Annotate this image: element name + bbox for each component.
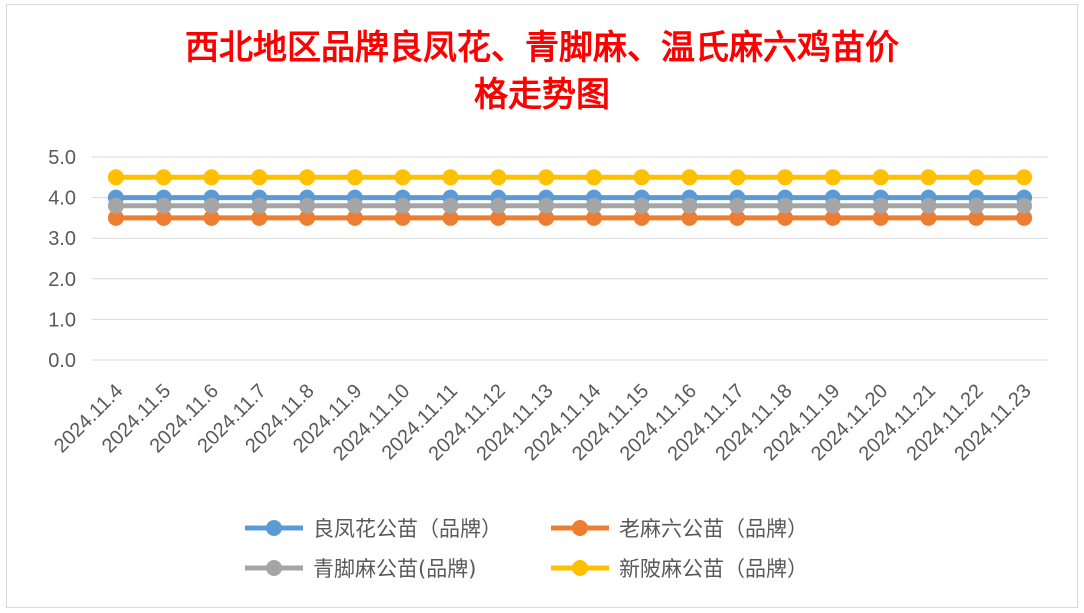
y-tick-label-5: 5.0 <box>48 147 76 169</box>
data-point-s2-3 <box>251 197 268 214</box>
data-point-s2-16 <box>872 197 889 214</box>
data-point-s2-11 <box>633 197 650 214</box>
data-point-s3-19 <box>1016 169 1033 186</box>
data-point-s3-16 <box>872 169 889 186</box>
data-point-s2-2 <box>203 197 220 214</box>
legend-item-2: 青脚麻公苗(品牌) <box>245 557 476 581</box>
data-point-s1-5 <box>346 209 363 226</box>
data-point-s2-12 <box>681 197 698 214</box>
data-point-s2-15 <box>824 197 841 214</box>
data-point-s3-11 <box>633 169 650 186</box>
data-point-s2-14 <box>777 197 794 214</box>
data-point-s2-0 <box>107 197 124 214</box>
data-point-s2-4 <box>299 197 316 214</box>
data-point-s1-2 <box>203 209 220 226</box>
data-point-s3-9 <box>538 169 555 186</box>
data-point-s1-14 <box>777 209 794 226</box>
x-axis-tick-labels: 2024.11.42024.11.52024.11.62024.11.72024… <box>50 380 1036 465</box>
y-tick-label-0: 0.0 <box>48 350 76 372</box>
data-point-s2-7 <box>442 197 459 214</box>
legend-label-1: 老麻六公苗（品牌） <box>619 517 808 541</box>
data-point-s3-3 <box>251 169 268 186</box>
series-2 <box>107 197 1033 214</box>
chart-title-line-2: 格走势图 <box>474 75 610 115</box>
data-point-s3-15 <box>824 169 841 186</box>
legend-swatch-marker-1 <box>572 520 588 536</box>
data-point-s2-17 <box>920 197 937 214</box>
data-point-s1-3 <box>251 209 268 226</box>
data-point-s3-2 <box>203 169 220 186</box>
data-point-s3-14 <box>777 169 794 186</box>
data-point-s3-7 <box>442 169 459 186</box>
y-axis-tick-labels: 0.0 1.0 2.0 3.0 4.0 5.0 <box>48 147 76 372</box>
y-tick-label-4: 4.0 <box>48 188 76 210</box>
data-point-s1-6 <box>394 209 411 226</box>
series-0 <box>107 189 1033 206</box>
data-point-s3-0 <box>107 169 124 186</box>
data-point-s3-8 <box>490 169 507 186</box>
data-point-s2-6 <box>394 197 411 214</box>
chart-area <box>6 4 1078 608</box>
legend-swatch-marker-0 <box>266 520 282 536</box>
series-1 <box>107 209 1033 226</box>
data-point-s3-12 <box>681 169 698 186</box>
data-point-s2-18 <box>968 197 985 214</box>
data-point-s1-12 <box>681 209 698 226</box>
data-point-s1-1 <box>155 209 172 226</box>
data-point-s1-0 <box>107 209 124 226</box>
y-tick-label-2: 2.0 <box>48 269 76 291</box>
data-point-s2-13 <box>729 197 746 214</box>
data-point-s1-9 <box>538 209 555 226</box>
legend-swatch-marker-2 <box>266 560 282 576</box>
gridlines <box>92 156 1048 361</box>
data-point-s1-7 <box>442 209 459 226</box>
data-point-s1-11 <box>633 209 650 226</box>
data-point-s3-1 <box>155 169 172 186</box>
legend-swatch-marker-3 <box>572 560 588 576</box>
data-point-s1-19 <box>1016 209 1033 226</box>
data-point-s2-9 <box>538 197 555 214</box>
chart-title-line-1: 西北地区品牌良凤花、青脚麻、温氏麻六鸡苗价 <box>185 28 899 68</box>
data-point-s1-17 <box>920 209 937 226</box>
data-point-s3-17 <box>920 169 937 186</box>
data-point-s1-13 <box>729 209 746 226</box>
data-point-s3-18 <box>968 169 985 186</box>
data-point-s1-16 <box>872 209 889 226</box>
data-point-s3-5 <box>346 169 363 186</box>
data-point-s1-10 <box>585 209 602 226</box>
legend: 良凤花公苗（品牌） 老麻六公苗（品牌） 青脚麻公苗(品牌) 新陂麻公苗（品牌） <box>245 517 808 581</box>
data-point-s2-10 <box>585 197 602 214</box>
data-point-s2-5 <box>346 197 363 214</box>
legend-item-3: 新陂麻公苗（品牌） <box>551 557 808 581</box>
data-point-s3-4 <box>299 169 316 186</box>
legend-label-2: 青脚麻公苗(品牌) <box>313 557 476 581</box>
data-point-s1-18 <box>968 209 985 226</box>
legend-label-3: 新陂麻公苗（品牌） <box>619 557 808 581</box>
series-lines <box>107 169 1033 226</box>
data-point-s1-8 <box>490 209 507 226</box>
data-point-s1-4 <box>299 209 316 226</box>
data-point-s3-6 <box>394 169 411 186</box>
data-point-s1-15 <box>824 209 841 226</box>
y-tick-label-3: 3.0 <box>48 228 76 250</box>
legend-item-0: 良凤花公苗（品牌） <box>245 517 502 541</box>
data-point-s2-1 <box>155 197 172 214</box>
data-point-s3-13 <box>729 169 746 186</box>
y-tick-label-1: 1.0 <box>48 309 76 331</box>
data-point-s3-10 <box>585 169 602 186</box>
legend-label-0: 良凤花公苗（品牌） <box>313 517 502 541</box>
series-3 <box>107 169 1033 186</box>
data-point-s2-19 <box>1016 197 1033 214</box>
legend-item-1: 老麻六公苗（品牌） <box>551 517 808 541</box>
data-point-s2-8 <box>490 197 507 214</box>
